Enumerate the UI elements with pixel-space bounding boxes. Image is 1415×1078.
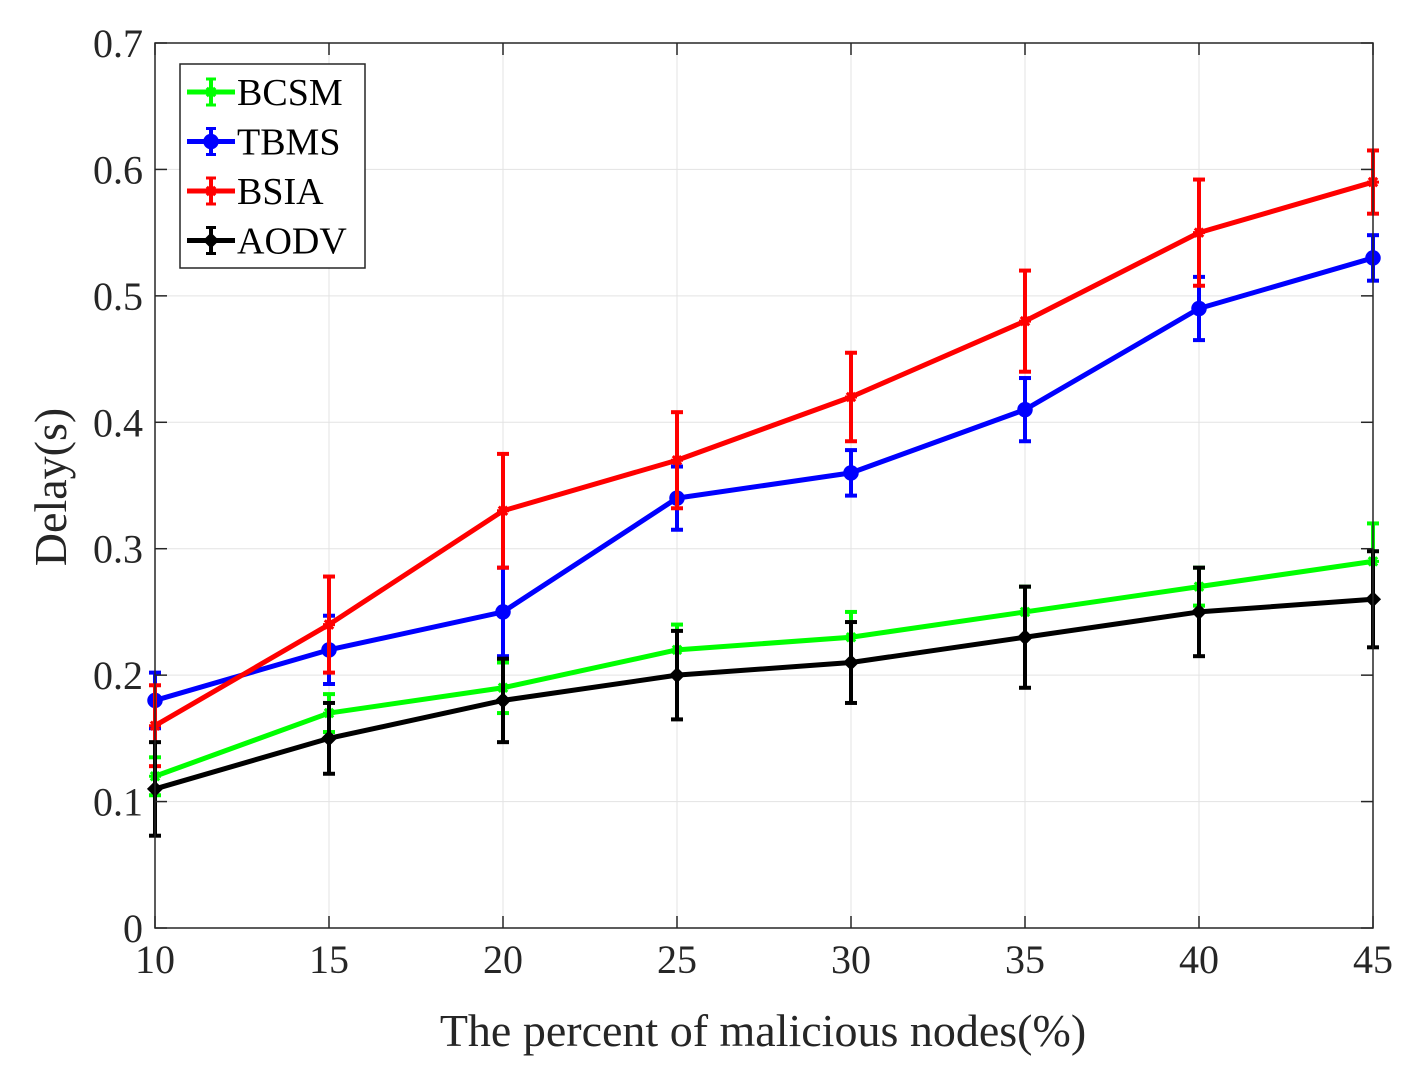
legend-entry-bcsm: BCSM [187,72,343,114]
data-point-aodv [1190,603,1208,620]
data-point-bsia [845,391,857,403]
data-point-bsia [1193,226,1205,239]
legend-swatch-marker [205,86,217,98]
x-tick-label: 20 [483,937,523,982]
x-tick-label: 25 [657,937,697,982]
y-tick-label: 0.7 [93,21,143,66]
data-point-tbms [843,465,859,481]
data-point-aodv [668,667,686,684]
legend-swatch-marker [205,185,217,197]
data-point-bsia [497,504,509,517]
data-point-bsia [1019,315,1031,328]
y-tick-label: 0.3 [93,527,143,572]
tick-labels: 10 15 20 25 30 35 40 45 0 0.1 0.2 0.3 0.4 0.5 0.6 0.7 [93,21,1393,982]
data-point-tbms [495,604,511,620]
data-point-aodv [494,692,512,709]
y-tick-label: 0.6 [93,147,143,192]
data-point-tbms [1191,300,1207,317]
x-tick-label: 30 [831,937,871,982]
legend-entry-bsia: BSIA [187,171,324,213]
x-axis-label: The percent of malicious nodes(%) [440,1005,1086,1056]
plot-frame [154,42,1374,929]
series-line-bcsm [154,558,1374,779]
y-tick-label: 0.1 [93,780,143,825]
legend: BCSM TBMS BSIA AODV [179,63,366,269]
x-tick-label: 45 [1353,937,1393,982]
data-point-bsia [323,618,335,631]
legend-entry-aodv: AODV [187,221,347,263]
y-axis-label: Delay(s) [25,408,76,566]
legend-entry-tbms: TBMS [187,122,340,164]
data-point-aodv [320,730,338,747]
y-tick-label: 0 [123,906,143,951]
axes [154,42,1374,929]
x-tick-label: 15 [309,937,349,982]
legend-swatch-marker [203,133,219,150]
x-tick-label: 10 [135,937,175,982]
data-point-bsia [671,454,683,467]
data-point-aodv [1016,629,1034,646]
x-tick-label: 35 [1005,937,1045,982]
y-tick-label: 0.5 [93,274,143,319]
series-line-bsia [153,179,1374,728]
series-line-aodv [154,596,1374,792]
data-point-tbms [1017,401,1033,418]
legend-label: BCSM [237,72,343,114]
legend-label: TBMS [237,122,340,164]
legend-label: BSIA [237,171,324,213]
legend-label: AODV [237,221,347,263]
series-line-tbms [154,255,1374,703]
legend-swatch-marker [202,232,220,249]
y-tick-label: 0.4 [93,400,143,445]
y-tick-label: 0.2 [93,653,143,698]
data-point-aodv [842,654,860,671]
x-tick-label: 40 [1179,937,1219,982]
